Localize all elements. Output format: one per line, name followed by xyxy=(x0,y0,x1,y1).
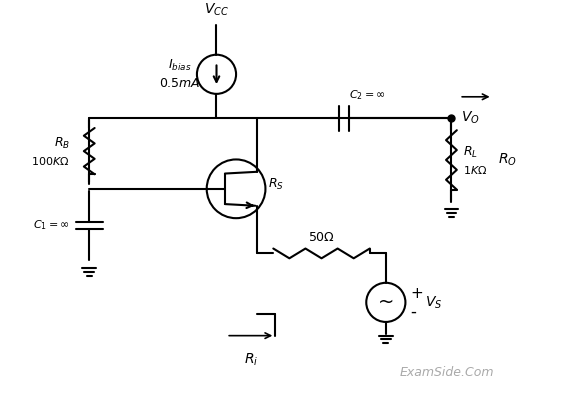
Text: $V_O$: $V_O$ xyxy=(461,109,480,126)
Text: $V_S$: $V_S$ xyxy=(425,294,442,311)
Text: $I_{bias}$: $I_{bias}$ xyxy=(168,58,191,73)
Text: $V_{CC}$: $V_{CC}$ xyxy=(204,2,229,19)
Text: -: - xyxy=(410,303,416,321)
Text: $R_L$: $R_L$ xyxy=(463,145,478,160)
Text: $R_B$: $R_B$ xyxy=(54,136,70,151)
Text: ExamSide.Com: ExamSide.Com xyxy=(399,366,494,379)
Text: $100K\Omega$: $100K\Omega$ xyxy=(31,155,70,167)
Text: $C_1=\infty$: $C_1=\infty$ xyxy=(33,219,70,232)
Text: $0.5mA$: $0.5mA$ xyxy=(159,77,200,89)
Text: $R_O$: $R_O$ xyxy=(498,152,517,168)
Text: ~: ~ xyxy=(378,293,394,312)
Text: $R_S$: $R_S$ xyxy=(268,177,284,192)
Text: $1K\Omega$: $1K\Omega$ xyxy=(463,164,487,176)
Text: +: + xyxy=(410,286,423,301)
Text: $50\Omega$: $50\Omega$ xyxy=(308,231,335,244)
Text: $R_i$: $R_i$ xyxy=(244,351,258,368)
Text: $C_2=\infty$: $C_2=\infty$ xyxy=(349,88,386,102)
